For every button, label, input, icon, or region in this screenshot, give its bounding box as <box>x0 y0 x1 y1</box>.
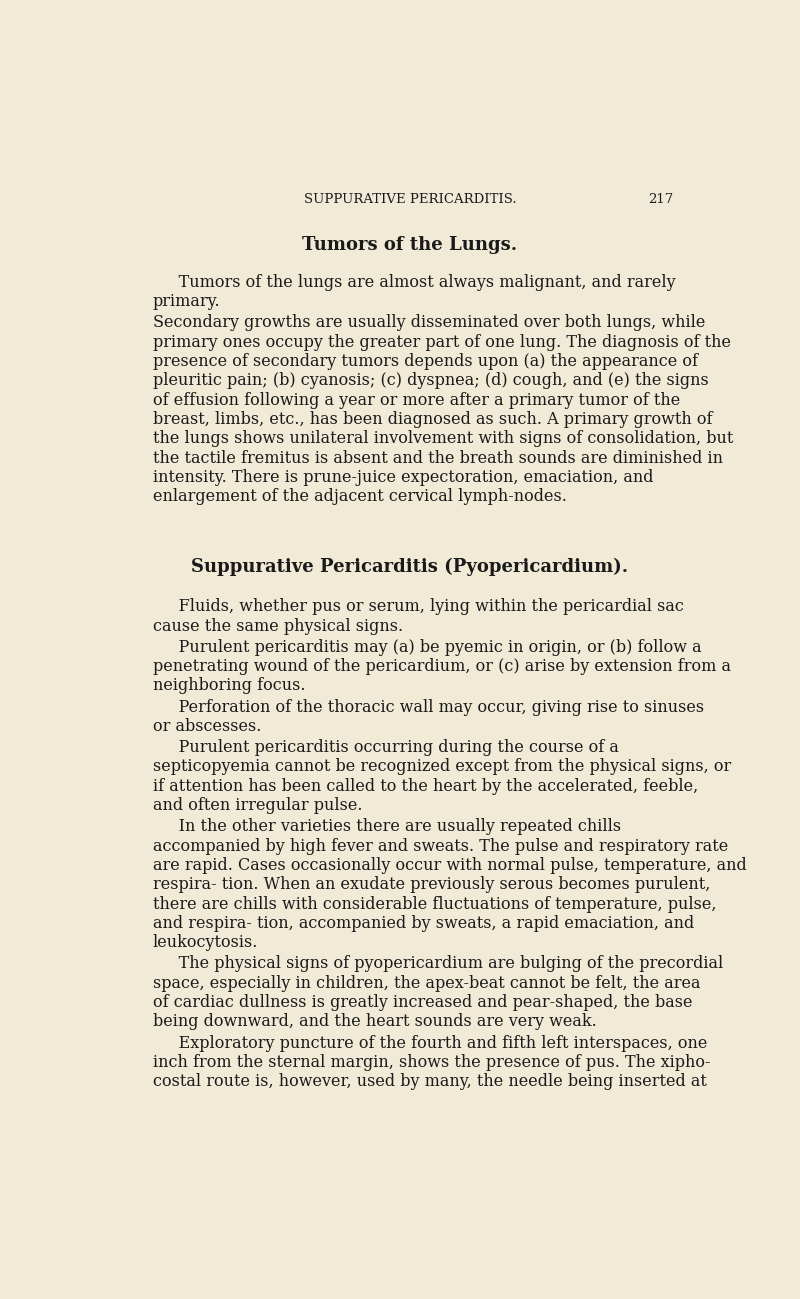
Text: Purulent pericarditis occurring during the course of a: Purulent pericarditis occurring during t… <box>153 739 618 756</box>
Text: costal route is, however, used by many, the needle being inserted at: costal route is, however, used by many, … <box>153 1073 706 1090</box>
Text: of cardiac dullness is greatly increased and pear-shaped, the base: of cardiac dullness is greatly increased… <box>153 994 692 1011</box>
Text: respira- tion. When an exudate previously serous becomes purulent,: respira- tion. When an exudate previousl… <box>153 877 710 894</box>
Text: or abscesses.: or abscesses. <box>153 718 261 735</box>
Text: intensity. There is prune-juice expectoration, emaciation, and: intensity. There is prune-juice expector… <box>153 469 654 486</box>
Text: Tumors of the lungs are almost always malignant, and rarely: Tumors of the lungs are almost always ma… <box>153 274 675 291</box>
Text: Exploratory puncture of the fourth and fifth left interspaces, one: Exploratory puncture of the fourth and f… <box>153 1034 707 1051</box>
Text: SUPPURATIVE PERICARDITIS.: SUPPURATIVE PERICARDITIS. <box>304 192 516 205</box>
Text: Perforation of the thoracic wall may occur, giving rise to sinuses: Perforation of the thoracic wall may occ… <box>153 699 704 716</box>
Text: Tumors of the Lungs.: Tumors of the Lungs. <box>302 236 518 253</box>
Text: Secondary growths are usually disseminated over both lungs, while: Secondary growths are usually disseminat… <box>153 314 705 331</box>
Text: leukocytosis.: leukocytosis. <box>153 934 258 951</box>
Text: primary.: primary. <box>153 294 220 310</box>
Text: septicopyemia cannot be recognized except from the physical signs, or: septicopyemia cannot be recognized excep… <box>153 759 731 776</box>
Text: being downward, and the heart sounds are very weak.: being downward, and the heart sounds are… <box>153 1013 597 1030</box>
Text: 217: 217 <box>648 192 674 205</box>
Text: are rapid. Cases occasionally occur with normal pulse, temperature, and: are rapid. Cases occasionally occur with… <box>153 857 746 874</box>
Text: there are chills with considerable fluctuations of temperature, pulse,: there are chills with considerable fluct… <box>153 895 716 912</box>
Text: accompanied by high fever and sweats. The pulse and respiratory rate: accompanied by high fever and sweats. Th… <box>153 838 728 855</box>
Text: pleuritic pain; (b) cyanosis; (c) dyspnea; (d) cough, and (e) the signs: pleuritic pain; (b) cyanosis; (c) dyspne… <box>153 373 709 390</box>
Text: space, especially in children, the apex-beat cannot be felt, the area: space, especially in children, the apex-… <box>153 974 700 991</box>
Text: and respira- tion, accompanied by sweats, a rapid emaciation, and: and respira- tion, accompanied by sweats… <box>153 914 694 931</box>
Text: if attention has been called to the heart by the accelerated, feeble,: if attention has been called to the hear… <box>153 778 698 795</box>
Text: of effusion following a year or more after a primary tumor of the: of effusion following a year or more aft… <box>153 392 680 409</box>
Text: cause the same physical signs.: cause the same physical signs. <box>153 617 403 634</box>
Text: Purulent pericarditis may (a) be pyemic in origin, or (b) follow a: Purulent pericarditis may (a) be pyemic … <box>153 639 702 656</box>
Text: breast, limbs, etc., has been diagnosed as such. A primary growth of: breast, limbs, etc., has been diagnosed … <box>153 410 712 427</box>
Text: neighboring focus.: neighboring focus. <box>153 677 306 695</box>
Text: The physical signs of pyopericardium are bulging of the precordial: The physical signs of pyopericardium are… <box>153 955 723 973</box>
Text: the tactile fremitus is absent and the breath sounds are diminished in: the tactile fremitus is absent and the b… <box>153 449 722 466</box>
Text: inch from the sternal margin, shows the presence of pus. The xipho-: inch from the sternal margin, shows the … <box>153 1053 710 1070</box>
Text: presence of secondary tumors depends upon (a) the appearance of: presence of secondary tumors depends upo… <box>153 353 698 370</box>
Text: the lungs shows unilateral involvement with signs of consolidation, but: the lungs shows unilateral involvement w… <box>153 430 733 447</box>
Text: enlargement of the adjacent cervical lymph-nodes.: enlargement of the adjacent cervical lym… <box>153 488 566 505</box>
Text: In the other varieties there are usually repeated chills: In the other varieties there are usually… <box>153 818 621 835</box>
Text: penetrating wound of the pericardium, or (c) arise by extension from a: penetrating wound of the pericardium, or… <box>153 659 730 675</box>
Text: and often irregular pulse.: and often irregular pulse. <box>153 798 362 814</box>
Text: primary ones occupy the greater part of one lung. The diagnosis of the: primary ones occupy the greater part of … <box>153 334 730 351</box>
Text: Suppurative Pericarditis (Pyopericardium).: Suppurative Pericarditis (Pyopericardium… <box>191 557 629 575</box>
Text: Fluids, whether pus or serum, lying within the pericardial sac: Fluids, whether pus or serum, lying with… <box>153 599 683 616</box>
